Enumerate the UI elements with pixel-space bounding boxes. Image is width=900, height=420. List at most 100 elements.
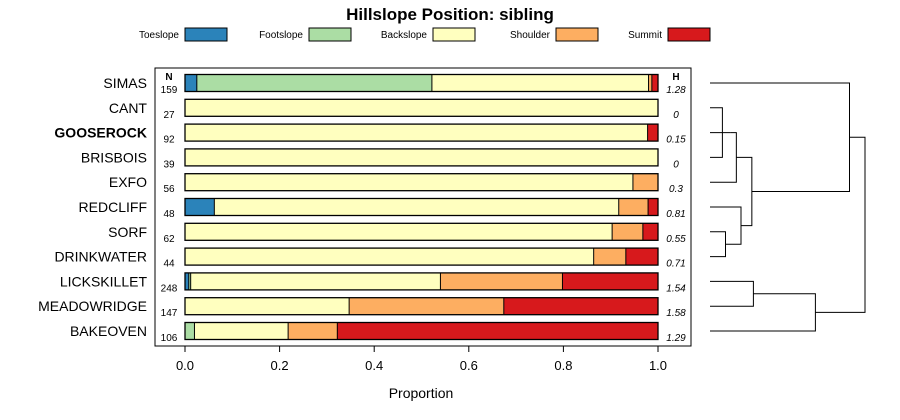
bar-segment-summit (625, 248, 658, 266)
row-brisbois: BRISBOIS 39 0 (81, 148, 679, 170)
bar-segment-shoulder (349, 297, 504, 315)
bar-segment-backslope (185, 99, 658, 117)
bar-segment-toeslope (185, 272, 189, 290)
bar-segment-backslope (185, 248, 594, 266)
legend-label: Backslope (381, 30, 428, 41)
h-value: 1.28 (666, 85, 686, 96)
n-value: 147 (161, 308, 178, 319)
row-cant: CANT 27 0 (109, 98, 679, 121)
bar-segment-summit (647, 124, 658, 142)
n-value: 27 (163, 110, 175, 121)
bar-segment-backslope (185, 124, 648, 142)
h-value: 0.71 (666, 259, 685, 270)
h-value: 1.54 (666, 283, 686, 294)
legend-swatch (184, 27, 228, 42)
row-bakeoven: BAKEOVEN 106 1.29 (70, 321, 686, 344)
bar-segment-shoulder (288, 322, 338, 340)
legend-item-summit: Summit (628, 27, 711, 42)
x-tick-label: 0.4 (365, 358, 383, 373)
row-label: REDCLIFF (79, 199, 147, 215)
h-column-header: H (672, 72, 679, 83)
h-value: 1.29 (666, 333, 686, 344)
bar-outline (184, 98, 659, 117)
h-value: 0.3 (669, 184, 683, 195)
row-label: LICKSKILLET (60, 273, 148, 289)
bar-segment-summit (503, 297, 658, 315)
bar-segment-shoulder (612, 223, 643, 241)
n-value: 159 (161, 85, 178, 96)
legend-item-backslope: Backslope (381, 27, 476, 42)
bar-outline (184, 173, 659, 192)
row-label: SIMAS (103, 75, 147, 91)
row-drinkwater: DRINKWATER 44 0.71 (54, 247, 686, 270)
n-value: 106 (161, 333, 178, 344)
row-simas: SIMAS 159 1.28 (103, 73, 686, 96)
bar-outline (184, 247, 659, 266)
row-redcliff: REDCLIFF 48 0.81 (79, 197, 686, 220)
bar-outline (184, 222, 659, 241)
dendrogram-link (736, 156, 753, 227)
bar-segment-backslope (185, 297, 350, 315)
legend-label: Shoulder (510, 30, 551, 41)
n-value: 39 (163, 159, 175, 170)
dendrogram-link (710, 82, 850, 192)
x-tick-label: 0.2 (271, 358, 289, 373)
row-exfo: EXFO 56 0.3 (109, 173, 683, 195)
row-label: BAKEOVEN (70, 323, 147, 339)
h-value: 0 (673, 110, 679, 121)
bar-segment-footslope (196, 74, 432, 92)
bar-segment-backslope (431, 74, 649, 92)
legend-label: Toeslope (139, 30, 179, 41)
dendrogram-link (710, 293, 816, 332)
legend-label: Footslope (259, 30, 303, 41)
plot-frame (154, 67, 692, 347)
bar-segment-backslope (185, 173, 633, 191)
x-axis: 0.0 0.2 0.4 0.6 0.8 1.0 (176, 346, 667, 373)
h-value: 0.55 (666, 234, 686, 245)
row-label: EXFO (109, 174, 147, 190)
row-label: CANT (109, 100, 148, 116)
bar-segment-summit (562, 272, 658, 290)
bar-segment-summit (651, 74, 658, 92)
bar-segment-backslope (185, 223, 613, 241)
bar-segment-footslope (185, 322, 195, 340)
bar-segment-footslope (188, 272, 191, 290)
bar-rows: SIMAS 159 1.28 CANT 27 0 GOOSEROCK 92 0.15 BRISBO… (38, 73, 686, 344)
legend-swatch (432, 27, 476, 42)
row-gooserock: GOOSEROCK 92 0.15 (54, 123, 686, 146)
row-meadowridge: MEADOWRIDGE 147 1.58 (38, 297, 686, 319)
x-axis-label: Proportion (389, 385, 454, 401)
x-tick-label: 0.0 (176, 358, 194, 373)
row-label: MEADOWRIDGE (38, 298, 147, 314)
dendrogram (710, 82, 866, 332)
dendrogram-link (710, 231, 726, 258)
bar-segment-backslope (185, 148, 658, 166)
h-value: 0.15 (666, 135, 686, 146)
bar-segment-summit (337, 322, 658, 340)
bar-segment-shoulder (440, 272, 563, 290)
bar-outline (184, 73, 659, 93)
row-sorf: SORF 62 0.55 (108, 222, 686, 245)
legend-swatch (308, 27, 352, 42)
row-lickskillet: LICKSKILLET 248 1.54 (60, 272, 686, 294)
h-value: 0 (673, 159, 679, 170)
bar-outline (184, 148, 659, 167)
row-label: GOOSEROCK (54, 125, 147, 141)
dendrogram-link (710, 280, 754, 307)
h-value: 0.81 (666, 209, 685, 220)
x-tick-label: 0.8 (554, 358, 572, 373)
n-value: 44 (163, 259, 175, 270)
n-value: 56 (163, 184, 175, 195)
bar-segment-shoulder (632, 173, 658, 191)
bar-segment-shoulder (593, 248, 626, 266)
bar-segment-shoulder (648, 74, 652, 92)
row-label: DRINKWATER (54, 249, 147, 265)
bar-outline (184, 321, 659, 341)
bar-segment-toeslope (185, 74, 197, 92)
legend-label: Summit (628, 30, 662, 41)
dendrogram-link (815, 136, 866, 313)
bar-outline (184, 272, 659, 291)
n-value: 92 (163, 135, 175, 146)
n-column-header: N (165, 72, 172, 83)
